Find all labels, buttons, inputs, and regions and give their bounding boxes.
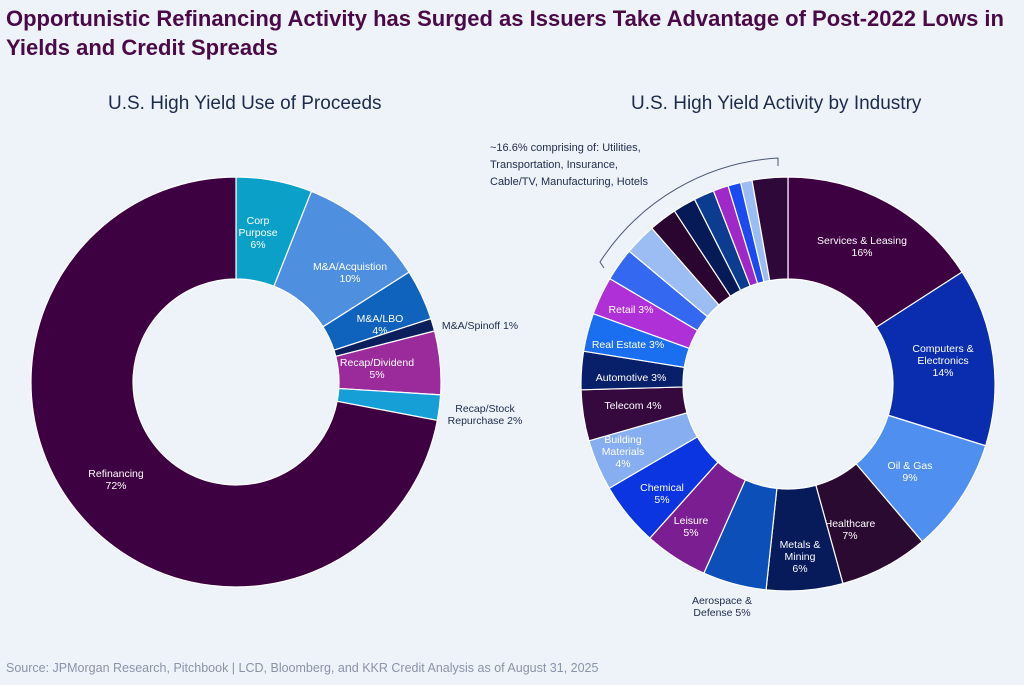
slice-label: Healthcare 7%: [825, 518, 876, 542]
slice-label-line: Automotive 3%: [596, 372, 667, 384]
donut-slice: [30, 176, 439, 588]
donut-slice: [787, 176, 963, 329]
slice-label-line: 5%: [683, 527, 698, 539]
right-chart-title: U.S. High Yield Activity by Industry: [631, 93, 922, 114]
source-note: Source: JPMorgan Research, Pitchbook | L…: [6, 661, 599, 675]
slice-label-line: Repurchase 2%: [448, 415, 523, 427]
slice-label-line: Leisure: [674, 515, 709, 527]
slice-label-line: 72%: [105, 480, 126, 492]
slice-label-line: 14%: [932, 367, 953, 379]
slice-label-line: Aerospace &: [692, 595, 752, 607]
slice-label: Corp Purpose 6%: [238, 215, 277, 251]
slice-label-line: Building: [604, 434, 642, 446]
note-line: Transportation, Insurance,: [490, 159, 618, 171]
slice-label: Chemical 5%: [640, 482, 684, 506]
slice-label: Computers & Electronics 14%: [912, 343, 973, 379]
slice-label-line: 5%: [654, 494, 669, 506]
slice-label: Automotive 3%: [596, 372, 667, 384]
slice-label: Recap/Dividend 5%: [340, 357, 414, 381]
slice-label-line: 5%: [369, 369, 384, 381]
slice-label: M&A/Acquistion 10%: [313, 261, 387, 285]
slice-label-line: Chemical: [640, 482, 684, 494]
slice-label-line: Recap/Stock: [455, 403, 515, 415]
slice-label: Recap/Stock Repurchase 2%: [448, 403, 523, 427]
other-industries-note: ~16.6% comprising of: Utilities, Transpo…: [490, 140, 690, 191]
slice-label: Refinancing 72%: [88, 468, 144, 492]
slice-label-line: Oil & Gas: [888, 460, 933, 472]
slice-label-line: Real Estate 3%: [592, 339, 664, 351]
slice-label: M&A/Spinoff 1%: [442, 320, 518, 332]
slice-label-line: 16%: [851, 247, 872, 259]
slice-label-line: 4%: [615, 458, 630, 470]
slice-label-line: Mining: [785, 551, 816, 563]
slice-label-line: Defense 5%: [693, 607, 750, 619]
slice-label-line: 9%: [902, 472, 917, 484]
slice-label-line: Services & Leasing: [817, 235, 907, 247]
slice-label-line: Purpose: [238, 227, 277, 239]
note-line: Cable/TV, Manufacturing, Hotels: [490, 176, 648, 188]
slice-label: Oil & Gas 9%: [888, 460, 933, 484]
slice-label: Telecom 4%: [604, 400, 661, 412]
slice-label-line: 6%: [250, 239, 265, 251]
slice-label: Services & Leasing 16%: [817, 235, 907, 259]
slice-label: Real Estate 3%: [592, 339, 664, 351]
slice-label-line: Electronics: [917, 355, 968, 367]
slice-label-line: Recap/Dividend: [340, 357, 414, 369]
slice-label-line: 6%: [792, 563, 807, 575]
slice-label: Metals & Mining 6%: [780, 539, 821, 575]
slice-label: Aerospace & Defense 5%: [692, 595, 752, 619]
slice-label-line: Refinancing: [88, 468, 144, 480]
slice-label-line: M&A/LBO: [357, 313, 404, 325]
page-title: Opportunistic Refinancing Activity has S…: [6, 6, 1004, 60]
slice-label-line: 7%: [842, 530, 857, 542]
slice-label-line: Retail 3%: [609, 304, 654, 316]
donut-slice: [875, 271, 996, 447]
note-line: ~16.6% comprising of: Utilities,: [490, 142, 641, 154]
other-bracket: [599, 157, 779, 269]
slice-label-line: Computers &: [912, 343, 973, 355]
slice-label: Retail 3%: [609, 304, 654, 316]
slice-label-line: M&A/Acquistion: [313, 261, 387, 273]
slice-label: Leisure 5%: [674, 515, 709, 539]
slice-label-line: Metals &: [780, 539, 821, 551]
slice-label-line: 10%: [339, 273, 360, 285]
slice-label-line: M&A/Spinoff 1%: [442, 320, 518, 332]
slice-label-line: Healthcare: [825, 518, 876, 530]
slice-label-line: Corp: [247, 215, 270, 227]
slice-label-line: Materials: [602, 446, 645, 458]
left-chart-title: U.S. High Yield Use of Proceeds: [108, 93, 382, 114]
donut-slice: [751, 176, 789, 282]
slice-label-line: Telecom 4%: [604, 400, 661, 412]
slice-label: Building Materials 4%: [602, 434, 645, 470]
